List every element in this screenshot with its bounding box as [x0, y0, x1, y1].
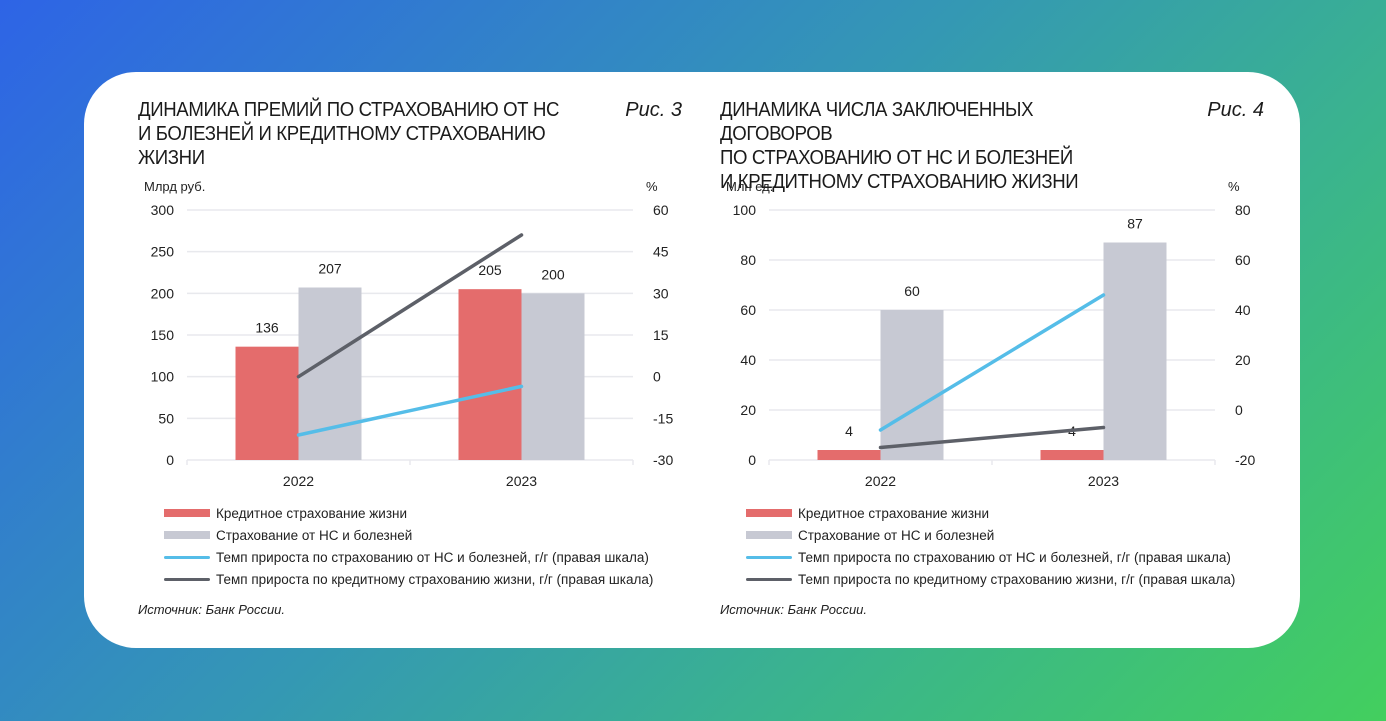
- bar-value-label: 207: [318, 261, 342, 277]
- x-category-label: 2023: [1088, 473, 1119, 489]
- y-tick-label: 150: [151, 327, 175, 343]
- chart-legend: Кредитное страхование жизни Страхование …: [746, 502, 1235, 590]
- bar-credit: [1040, 450, 1104, 460]
- legend-swatch-credit-line: [164, 577, 210, 581]
- legend-item-accident: Страхование от НС и болезней: [746, 524, 1235, 546]
- title-line: И БОЛЕЗНЕЙ И КРЕДИТНОМУ СТРАХОВАНИЮ: [138, 123, 546, 145]
- y-tick-label: 20: [740, 402, 756, 418]
- legend-item-accident-growth: Темп прироста по страхованию от НС и бол…: [164, 546, 653, 568]
- bar-value-label: 205: [478, 262, 502, 278]
- legend-label: Темп прироста по страхованию от НС и бол…: [216, 549, 649, 565]
- y2-tick-label: 60: [653, 202, 669, 218]
- bar-credit: [817, 450, 881, 460]
- credit-growth-line: [878, 425, 1106, 450]
- legend-label: Темп прироста по кредитному страхованию …: [798, 571, 1236, 587]
- title-line: ЖИЗНИ: [138, 147, 205, 169]
- y2-tick-label: 30: [653, 285, 669, 301]
- legend-label: Страхование от НС и болезней: [216, 527, 413, 543]
- source-note: Источник: Банк России.: [720, 602, 868, 617]
- y2-tick-label: -30: [653, 452, 673, 468]
- bar-value-label: 200: [541, 266, 565, 282]
- y2-tick-label: 40: [1235, 302, 1251, 318]
- right-axis-units: %: [1228, 179, 1240, 194]
- y-tick-label: 100: [733, 202, 757, 218]
- y-tick-label: 0: [166, 452, 174, 468]
- legend-swatch-accident-line: [746, 555, 792, 559]
- credit-growth-line: [296, 233, 524, 379]
- figure-label: Рис. 3: [625, 99, 682, 121]
- title-line: ДИНАМИКА ПРЕМИЙ ПО СТРАХОВАНИЮ ОТ НС: [138, 99, 560, 121]
- chart-title: ДИНАМИКА ПРЕМИЙ ПО СТРАХОВАНИЮ ОТ НС И Б…: [138, 98, 566, 170]
- legend-swatch-accident-bar: [746, 531, 792, 539]
- y2-tick-label: 45: [653, 244, 669, 260]
- bar-value-label: 60: [904, 283, 920, 299]
- legend-label: Кредитное страхование жизни: [216, 505, 408, 521]
- legend-label: Темп прироста по страхованию от НС и бол…: [798, 549, 1231, 565]
- bar-accident: [880, 310, 944, 460]
- legend-label: Кредитное страхование жизни: [798, 505, 990, 521]
- y-tick-label: 80: [740, 252, 756, 268]
- y2-tick-label: 15: [653, 327, 669, 343]
- legend-swatch-accident-bar: [164, 531, 210, 539]
- content-card: ДИНАМИКА ПРЕМИЙ ПО СТРАХОВАНИЮ ОТ НС И Б…: [84, 72, 1300, 648]
- bar-credit: [235, 346, 299, 460]
- y2-tick-label: -15: [653, 410, 673, 426]
- legend-item-accident-growth: Темп прироста по страхованию от НС и бол…: [746, 546, 1235, 568]
- bar-accident: [1103, 242, 1167, 460]
- right-axis-units: %: [646, 179, 658, 194]
- bar-accident: [521, 293, 585, 460]
- left-axis-units: Млрд руб.: [144, 179, 206, 194]
- y2-tick-label: 20: [1235, 352, 1251, 368]
- y-tick-label: 40: [740, 352, 756, 368]
- x-category-label: 2023: [506, 473, 537, 489]
- y-tick-label: 300: [151, 202, 175, 218]
- y2-tick-label: 60: [1235, 252, 1251, 268]
- chart-title: ДИНАМИКА ЧИСЛА ЗАКЛЮЧЕННЫХ ДОГОВОРОВ ПО …: [720, 98, 1148, 194]
- y-tick-label: 100: [151, 369, 175, 385]
- chart-legend: Кредитное страхование жизни Страхование …: [164, 502, 653, 590]
- accident-growth-line: [878, 293, 1106, 432]
- y2-tick-label: 80: [1235, 202, 1251, 218]
- x-category-label: 2022: [283, 473, 314, 489]
- y2-tick-label: -20: [1235, 452, 1255, 468]
- title-line: ПО СТРАХОВАНИЮ ОТ НС И БОЛЕЗНЕЙ: [720, 147, 1073, 169]
- bar-value-label: 136: [255, 320, 279, 336]
- bar-value-label: 87: [1127, 216, 1143, 232]
- left-axis-units: Млн ед.: [726, 179, 774, 194]
- title-line: И КРЕДИТНОМУ СТРАХОВАНИЮ ЖИЗНИ: [720, 171, 1079, 193]
- legend-item-credit: Кредитное страхование жизни: [164, 502, 653, 524]
- legend-item-credit: Кредитное страхование жизни: [746, 502, 1235, 524]
- legend-item-credit-growth: Темп прироста по кредитному страхованию …: [746, 568, 1235, 590]
- figure-3-panel: ДИНАМИКА ПРЕМИЙ ПО СТРАХОВАНИЮ ОТ НС И Б…: [138, 72, 728, 648]
- y-tick-label: 50: [158, 410, 174, 426]
- figure-label: Рис. 4: [1207, 99, 1264, 121]
- y-tick-label: 250: [151, 244, 175, 260]
- y-tick-label: 200: [151, 285, 175, 301]
- bar-credit: [458, 289, 522, 460]
- bar-value-label: 4: [845, 423, 853, 439]
- y2-tick-label: 0: [1235, 402, 1243, 418]
- legend-label: Страхование от НС и болезней: [798, 527, 995, 543]
- accident-growth-line: [296, 384, 524, 437]
- legend-label: Темп прироста по кредитному страхованию …: [216, 571, 654, 587]
- legend-item-credit-growth: Темп прироста по кредитному страхованию …: [164, 568, 653, 590]
- legend-swatch-accident-line: [164, 555, 210, 559]
- y2-tick-label: 0: [653, 369, 661, 385]
- legend-swatch-credit-bar: [164, 509, 210, 517]
- y-tick-label: 60: [740, 302, 756, 318]
- legend-swatch-credit-line: [746, 577, 792, 581]
- source-note: Источник: Банк России.: [138, 602, 286, 617]
- y-tick-label: 0: [748, 452, 756, 468]
- legend-item-accident: Страхование от НС и болезней: [164, 524, 653, 546]
- figure-4-panel: ДИНАМИКА ЧИСЛА ЗАКЛЮЧЕННЫХ ДОГОВОРОВ ПО …: [720, 72, 1310, 648]
- x-category-label: 2022: [865, 473, 896, 489]
- legend-swatch-credit-bar: [746, 509, 792, 517]
- chart-plot: 0 50 100 150 200 250 300 -30 -15 0 15 30 45 60 136 205 2…: [151, 202, 674, 489]
- title-line: ДИНАМИКА ЧИСЛА ЗАКЛЮЧЕННЫХ ДОГОВОРОВ: [720, 99, 1034, 145]
